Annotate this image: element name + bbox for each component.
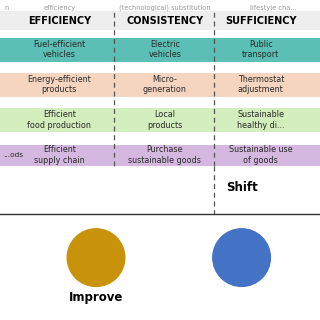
Bar <box>0 38 320 61</box>
Text: (technological) substitution: (technological) substitution <box>119 5 211 11</box>
Text: Sustainable
healthy di...: Sustainable healthy di... <box>237 110 284 130</box>
Text: Fuel-efficient
vehicles: Fuel-efficient vehicles <box>33 40 85 59</box>
Text: CONSISTENCY: CONSISTENCY <box>126 16 204 26</box>
Text: lifestyle cha...: lifestyle cha... <box>250 5 297 11</box>
Bar <box>0 73 320 97</box>
Text: Improve: Improve <box>69 291 123 304</box>
Text: Shift: Shift <box>226 181 258 194</box>
Text: Efficient
supply chain: Efficient supply chain <box>34 146 84 165</box>
Bar <box>0 145 320 166</box>
Text: Efficient
food production: Efficient food production <box>27 110 91 130</box>
Bar <box>0 11 320 30</box>
Text: Public
transport: Public transport <box>242 40 279 59</box>
Text: Energy-efficient
products: Energy-efficient products <box>27 75 91 94</box>
Circle shape <box>213 229 270 286</box>
Text: SUFFICIENCY: SUFFICIENCY <box>225 16 297 26</box>
Text: efficiency: efficiency <box>43 5 75 11</box>
Text: Purchase
sustainable goods: Purchase sustainable goods <box>128 146 201 165</box>
Circle shape <box>67 229 125 286</box>
Text: ...ods: ...ods <box>3 152 23 158</box>
Bar <box>0 108 320 132</box>
Text: Sustainable use
of goods: Sustainable use of goods <box>229 146 292 165</box>
Text: Local
products: Local products <box>147 110 182 130</box>
Text: Micro-
generation: Micro- generation <box>143 75 187 94</box>
Text: n: n <box>4 5 9 11</box>
Text: Thermostat
adjustment: Thermostat adjustment <box>238 75 284 94</box>
Text: EFFICIENCY: EFFICIENCY <box>28 16 91 26</box>
Text: Electric
vehicles: Electric vehicles <box>148 40 181 59</box>
